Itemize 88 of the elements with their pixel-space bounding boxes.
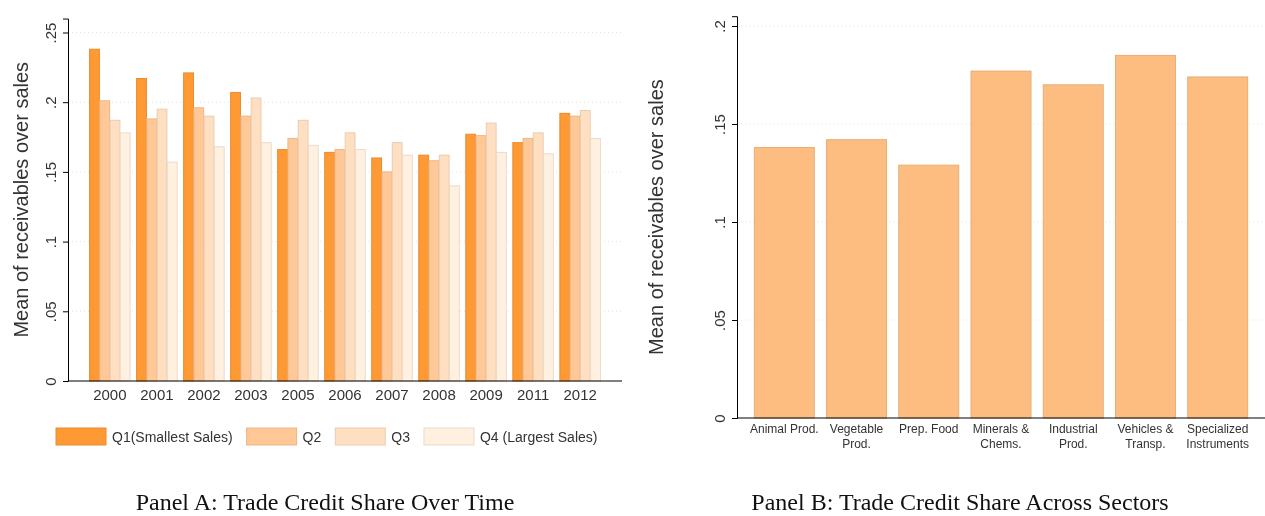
x-tick-label: 2011 (516, 385, 550, 403)
bar (559, 112, 571, 382)
bar (250, 97, 262, 382)
bar (156, 108, 168, 382)
x-tick-label: Vehicles & Transp. (1117, 421, 1174, 451)
y-tick-label: .05 (711, 310, 728, 331)
bar (146, 118, 158, 382)
bar (99, 100, 111, 382)
x-tick-label: 2007 (375, 385, 409, 403)
bar (354, 149, 366, 382)
bar (213, 146, 225, 382)
bar (569, 115, 581, 382)
y-tick-label: .2 (711, 20, 728, 33)
legend-label: Q1(Smallest Sales) (112, 429, 233, 445)
bar (334, 149, 346, 382)
bar (449, 185, 460, 382)
bar (324, 151, 336, 382)
text: Panel B: Trade Credit Share Across Sectors (751, 489, 1169, 515)
legend-label: Q3 (391, 429, 411, 445)
x-tick-label: 2006 (328, 385, 362, 403)
x-tick-label: Vegetable Prod. (829, 421, 884, 451)
y-tick-label: .1 (711, 216, 728, 229)
y-tick-label: .25 (42, 22, 59, 44)
y-tick-label: 0 (711, 414, 728, 423)
bar (401, 154, 413, 382)
x-tick-label: 2012 (563, 385, 597, 403)
y-axis-title: Mean of receivables over sales (645, 79, 667, 355)
x-tick-label: 2000 (93, 385, 127, 403)
bar (166, 161, 178, 382)
bar (277, 149, 289, 382)
y-tick-label: .15 (42, 161, 59, 183)
bar (136, 78, 147, 382)
bar (183, 72, 194, 382)
bar (485, 122, 497, 382)
bar (203, 115, 215, 382)
x-tick-label: 2009 (469, 385, 503, 403)
x-tick-label: Industrial Prod. (1048, 421, 1098, 451)
bar (579, 110, 591, 382)
bar (532, 132, 544, 382)
bar (543, 153, 554, 382)
bar (522, 137, 534, 382)
bar (418, 154, 430, 382)
y-tick-label: .1 (42, 235, 59, 249)
bar (109, 119, 121, 382)
bar (1114, 54, 1176, 419)
bar (230, 91, 241, 382)
bar (496, 151, 507, 382)
bar (307, 144, 319, 382)
y-tick-label: .15 (711, 114, 728, 135)
bar (260, 142, 272, 382)
bar (465, 133, 477, 382)
legend-label: Q4 (Largest Sales) (479, 429, 598, 445)
x-tick-label: Minerals & Chems. (972, 421, 1030, 451)
y-axis-title: Mean of receivables over sales (10, 61, 32, 338)
x-tick-label: Prep. Food (899, 421, 959, 436)
y-tick-label: .05 (42, 301, 59, 323)
y-tick-label: 0 (42, 377, 59, 386)
bar (119, 132, 131, 382)
bar (1187, 76, 1249, 419)
bar (826, 139, 888, 419)
y-tick-label: .2 (42, 96, 59, 109)
bar (89, 48, 100, 382)
x-tick-label: Specialized Instruments (1186, 421, 1250, 451)
bar (287, 137, 299, 382)
bar (475, 135, 487, 382)
x-tick-label: Animal Prod. (749, 421, 819, 436)
bar (297, 119, 309, 382)
bar (438, 154, 450, 382)
bar (371, 157, 383, 382)
x-tick-label: 2008 (422, 385, 456, 403)
bar (240, 115, 252, 382)
x-tick-label: 2001 (140, 385, 174, 403)
bar (381, 171, 393, 382)
x-tick-label: 2003 (234, 385, 268, 403)
bar (428, 160, 440, 382)
bar (512, 142, 524, 382)
bar (344, 132, 356, 382)
bar (590, 137, 601, 382)
bar (1042, 84, 1104, 419)
bar (193, 107, 205, 382)
bar (898, 164, 960, 419)
x-tick-label: 2002 (187, 385, 221, 403)
legend-label: Q2 (302, 429, 322, 445)
x-tick-label: 2005 (281, 385, 315, 403)
bar (970, 70, 1032, 419)
bar (391, 142, 403, 382)
text: Panel A: Trade Credit Share Over Time (135, 489, 515, 515)
bar (753, 147, 815, 419)
